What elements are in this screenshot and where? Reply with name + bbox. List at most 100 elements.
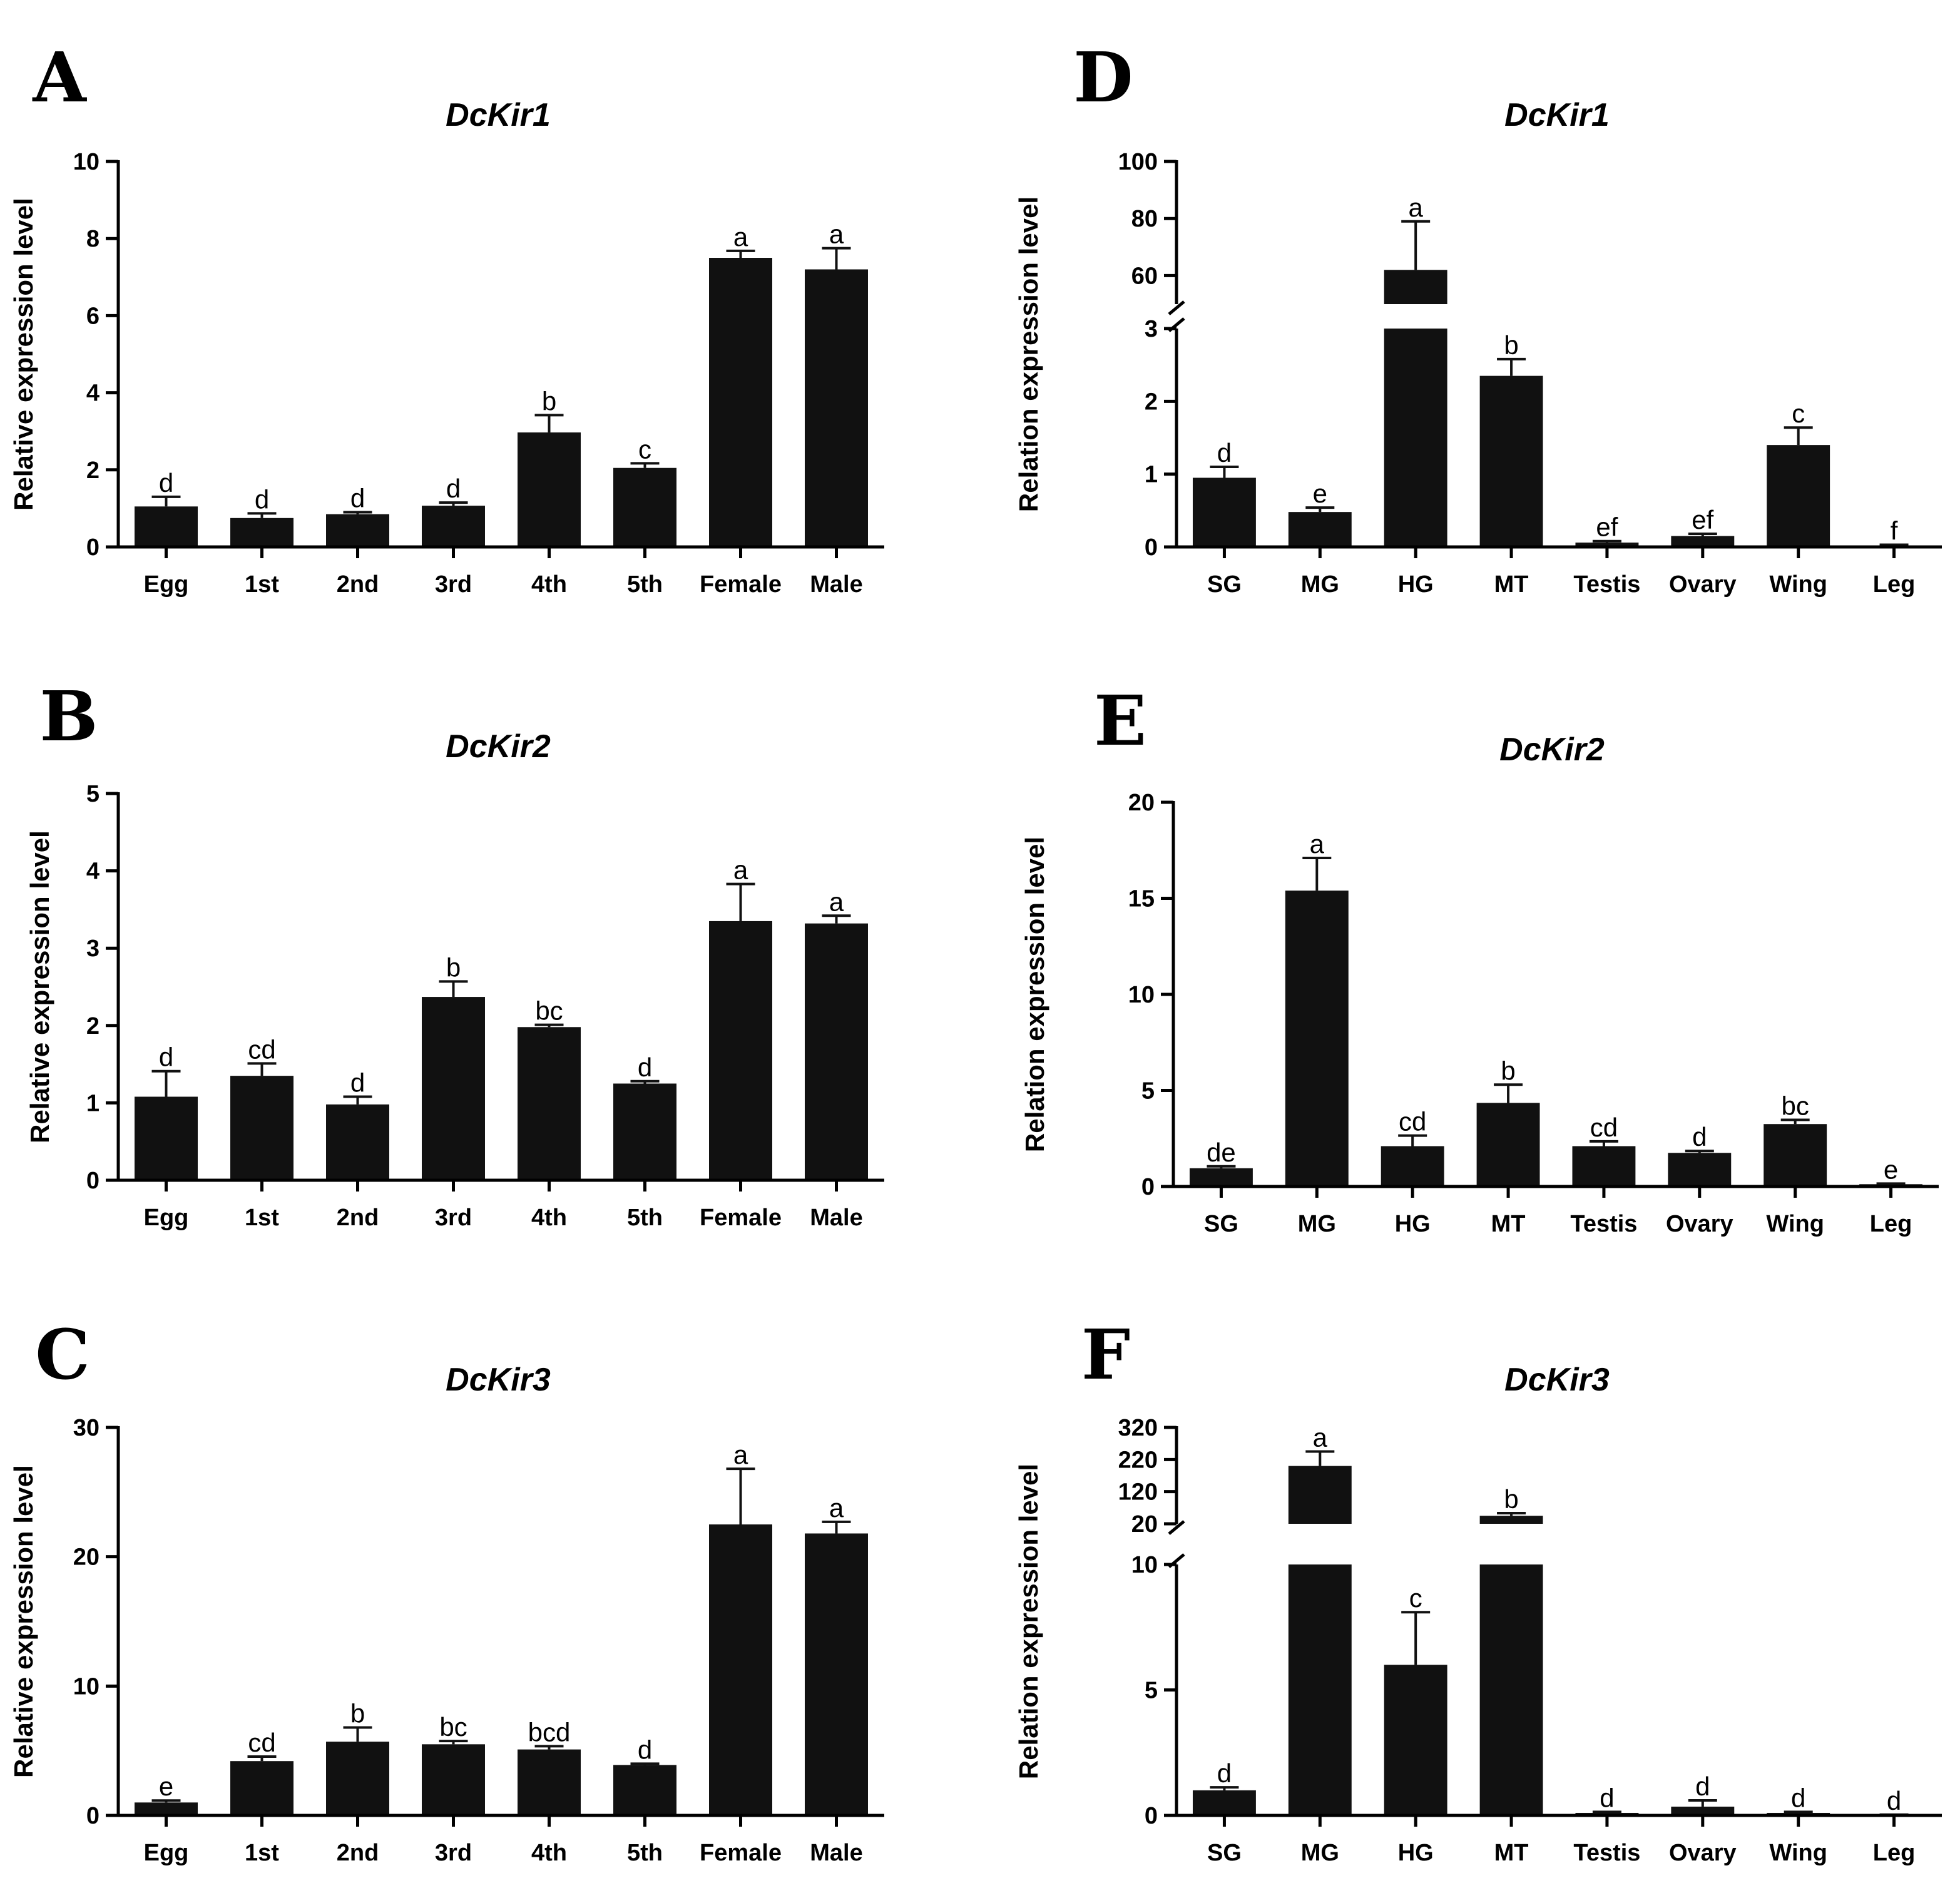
significance-label: a [1409,193,1424,222]
panel-b: B DcKir2 Relative expression level d Egg cd 1s… [25,676,884,1231]
significance-label: ef [1596,513,1618,542]
significance-label: d [350,484,365,513]
bar [422,506,485,547]
chart-title: DcKir1 [1504,97,1610,133]
x-tick-label: Male [810,571,862,598]
significance-label: bcd [528,1717,571,1747]
significance-label: cd [248,1728,275,1757]
y-tick-label: 15 [1128,886,1155,912]
chart-title: DcKir3 [1504,1362,1610,1398]
bar [805,1533,868,1815]
x-tick-label: 2nd [337,571,379,598]
x-tick-label: 5th [627,1840,663,1866]
bar [613,1765,676,1815]
bar [1479,1516,1543,1524]
bar [518,432,581,547]
x-tick-label: SG [1207,571,1242,598]
bar [1479,375,1543,547]
significance-label: a [829,220,844,249]
x-tick-label: 1st [245,571,279,598]
axis-break-mark [1168,300,1185,315]
significance-label: bc [535,996,563,1026]
bar [805,269,868,547]
x-tick-label: MG [1301,1840,1339,1866]
x-tick-label: 4th [531,1205,567,1231]
x-tick-label: 3rd [435,1205,472,1231]
panel-letter: D [1073,37,1133,118]
y-tick-label: 3 [86,936,100,962]
significance-label: e [1313,479,1327,508]
x-tick-label: Wing [1769,571,1827,598]
bar [709,1524,772,1815]
bar [1288,512,1352,547]
significance-label: bc [439,1712,467,1742]
x-tick-label: Egg [144,1205,189,1231]
x-tick-label: MT [1494,571,1529,598]
significance-label: a [1310,829,1325,859]
bar [1572,1146,1636,1186]
x-tick-label: MT [1494,1840,1529,1866]
panel-letter: F [1081,1314,1130,1395]
y-tick-label: 1 [1145,462,1158,488]
x-tick-label: Leg [1870,1211,1912,1237]
x-tick-label: 2nd [337,1205,379,1231]
bar [709,921,772,1180]
y-tick-label: 5 [1141,1078,1155,1105]
significance-label: d [1217,1758,1232,1788]
x-tick-label: Leg [1873,571,1916,598]
significance-label: b [1501,1056,1515,1085]
significance-label: d [638,1053,652,1082]
panel-f: F DcKir3 Relation expression level d SG a MG c H… [1014,1314,1942,1866]
x-tick-label: MG [1301,571,1339,598]
chart-title: DcKir2 [1499,732,1605,768]
y-tick-label: 20 [1128,790,1155,816]
significance-label: a [829,1493,844,1523]
y-tick-label: 80 [1131,206,1158,232]
x-tick-label: Female [700,1205,782,1231]
y-tick-label: 10 [1128,982,1155,1008]
y-tick-label: 20 [1131,1511,1158,1538]
significance-label: ef [1692,505,1713,534]
significance-label: d [1791,1783,1805,1812]
y-tick-label: 20 [73,1544,100,1571]
bar [326,1104,389,1180]
bar [1189,1168,1253,1186]
chart-title: DcKir2 [446,728,551,765]
bar [1384,329,1447,547]
x-tick-label: 4th [531,571,567,598]
x-tick-label: 1st [245,1205,279,1231]
x-tick-label: 3rd [435,571,472,598]
significance-label: d [1695,1772,1710,1801]
y-tick-label: 30 [73,1415,100,1441]
bar [1285,890,1349,1186]
y-tick-label: 5 [86,781,100,807]
y-tick-label: 120 [1118,1479,1158,1506]
bar [422,997,485,1180]
y-axis-label: Relative expression level [9,198,38,511]
significance-label: cd [1590,1113,1618,1142]
panel-letter: A [32,37,87,118]
bar [326,514,389,547]
x-tick-label: SG [1204,1211,1238,1237]
bar [1476,1103,1540,1186]
bar [1192,477,1256,547]
x-tick-label: 3rd [435,1840,472,1866]
x-tick-label: Wing [1766,1211,1824,1237]
y-tick-label: 2 [86,457,100,484]
y-tick-label: 4 [86,380,100,407]
chart-title: DcKir1 [446,97,551,133]
x-tick-label: Egg [144,571,189,598]
x-tick-label: 4th [531,1840,567,1866]
x-tick-label: Ovary [1669,571,1737,598]
significance-label: b [1504,1484,1518,1514]
panel-a: A DcKir1 Relative expression level d Egg d 1st… [9,37,884,598]
y-axis-label: Relative expression level [25,830,54,1143]
x-tick-label: Egg [144,1840,189,1866]
y-tick-label: 5 [1145,1678,1158,1704]
x-tick-label: Testis [1573,571,1640,598]
bar [518,1027,581,1180]
significance-label: c [1792,399,1805,428]
y-tick-label: 60 [1131,263,1158,289]
